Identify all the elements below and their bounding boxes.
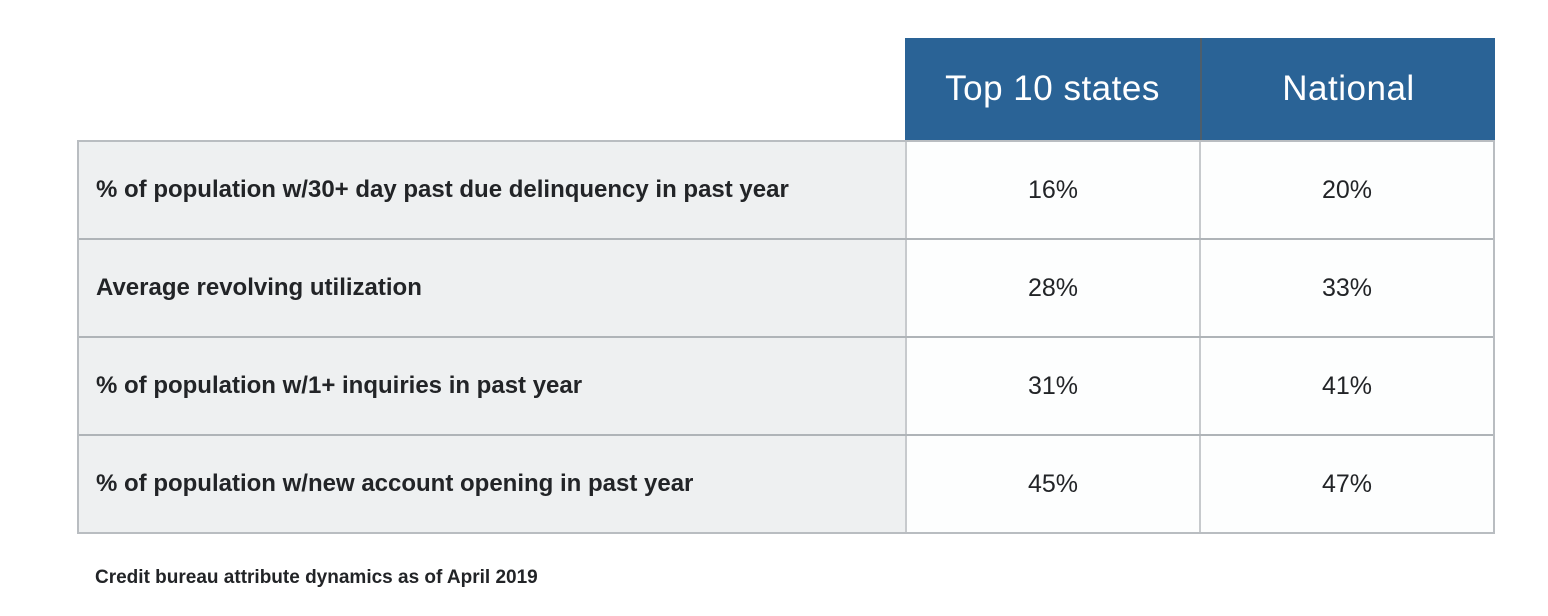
table-row: % of population w/30+ day past due delin…	[79, 142, 1493, 238]
table-row: Average revolving utilization 28% 33%	[79, 238, 1493, 336]
value-cell-national: 33%	[1199, 240, 1493, 336]
value-cell-top-10-states: 45%	[905, 436, 1199, 532]
row-label-cell: % of population w/1+ inquiries in past y…	[79, 338, 905, 434]
value-cell-top-10-states: 31%	[905, 338, 1199, 434]
value-cell-top-10-states: 16%	[905, 142, 1199, 238]
table-row: % of population w/1+ inquiries in past y…	[79, 336, 1493, 434]
column-header-national: National	[1200, 38, 1495, 140]
row-label-cell: % of population w/new account opening in…	[79, 436, 905, 532]
value-cell-national: 47%	[1199, 436, 1493, 532]
table-header-row: Top 10 states National	[905, 38, 1495, 140]
row-label-cell: Average revolving utilization	[79, 240, 905, 336]
table-row: % of population w/new account opening in…	[79, 434, 1493, 532]
value-cell-national: 20%	[1199, 142, 1493, 238]
value-cell-top-10-states: 28%	[905, 240, 1199, 336]
data-table: % of population w/30+ day past due delin…	[77, 140, 1495, 534]
table-caption: Credit bureau attribute dynamics as of A…	[95, 567, 538, 588]
column-header-top-10-states: Top 10 states	[905, 38, 1200, 140]
row-label-cell: % of population w/30+ day past due delin…	[79, 142, 905, 238]
value-cell-national: 41%	[1199, 338, 1493, 434]
